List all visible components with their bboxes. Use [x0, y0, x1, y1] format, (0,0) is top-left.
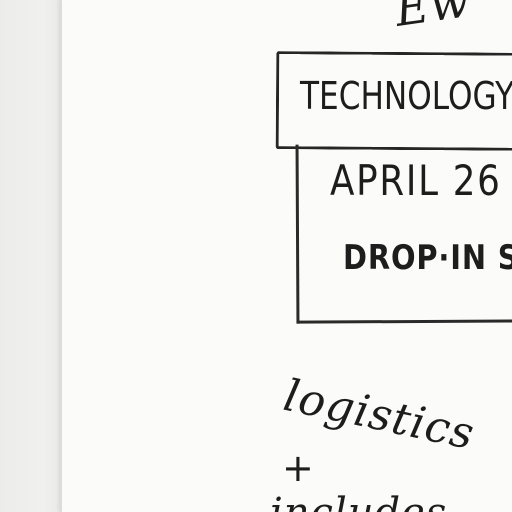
date-text: APRIL 26 — [330, 156, 502, 205]
paper-sheet — [60, 0, 512, 512]
header-technology-text: TECHNOLOGY — [300, 74, 512, 118]
drop-in-text: DROP·IN S — [343, 238, 512, 278]
bottom-cut-off-text: includes — [270, 490, 447, 512]
table-surface — [0, 0, 62, 512]
plus-sign: + — [282, 446, 315, 490]
